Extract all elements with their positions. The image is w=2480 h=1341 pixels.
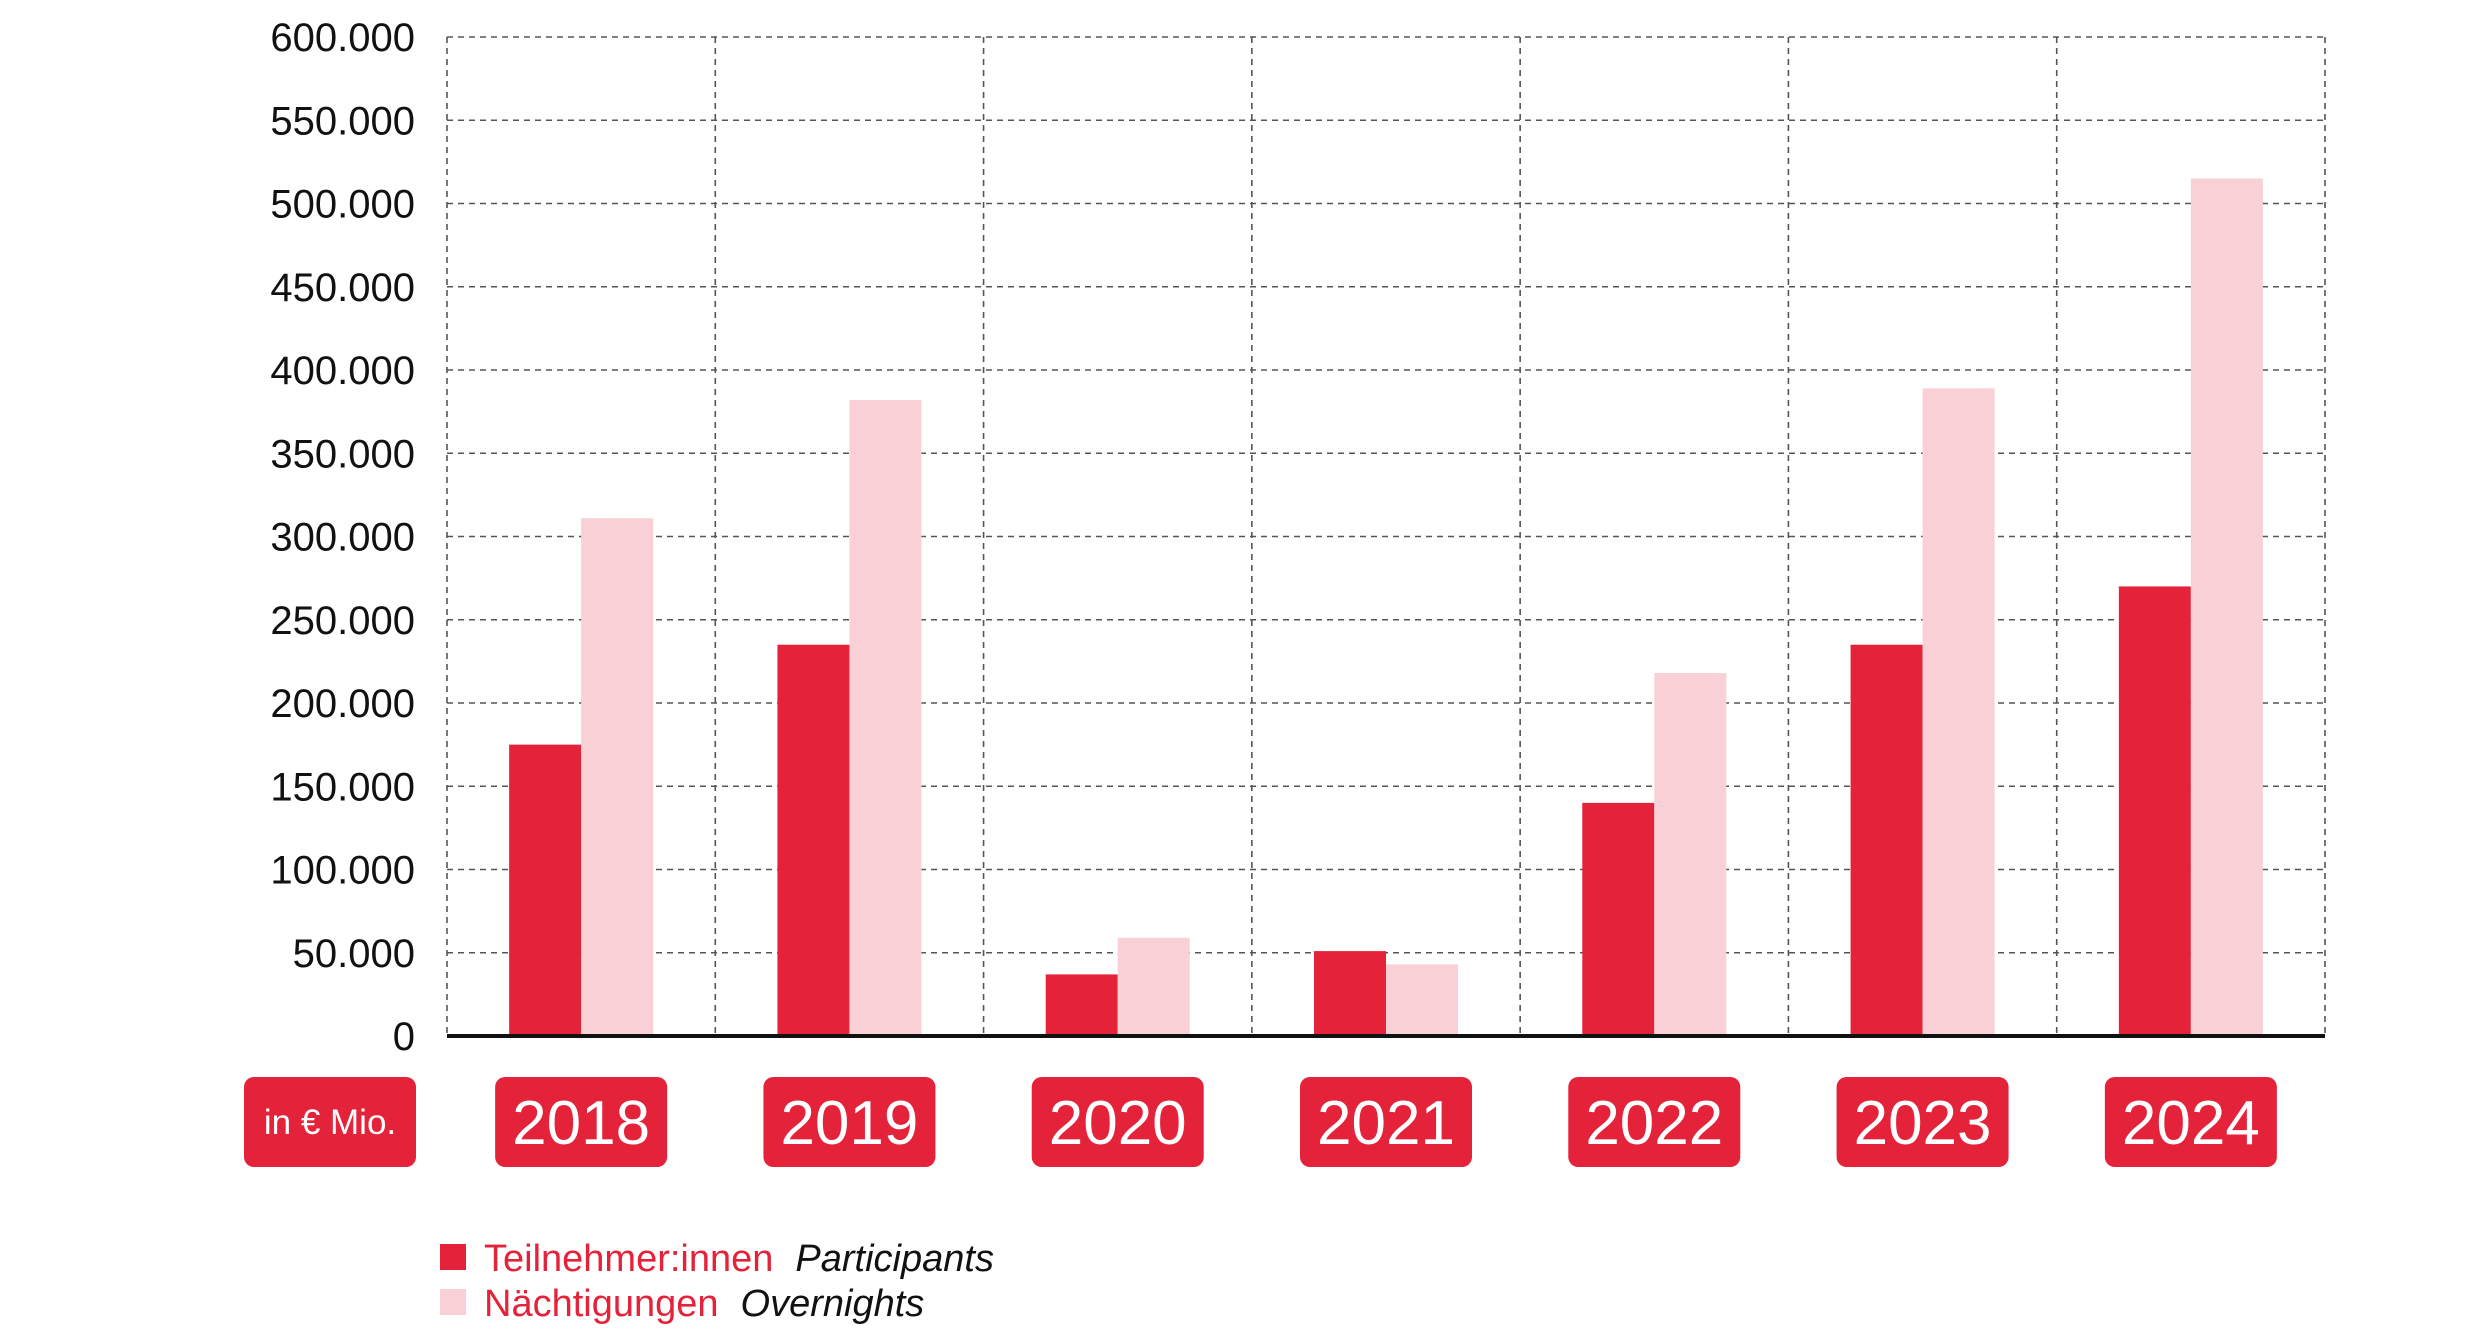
year-badge	[1836, 1077, 2009, 1167]
x-tick-label: 2024	[2122, 1089, 2260, 1158]
y-tick-label: 450.000	[270, 266, 415, 310]
y-tick-label: 150.000	[270, 765, 415, 809]
bar-overnights-2021	[1386, 964, 1458, 1036]
legend-label-en: Overnights	[741, 1283, 925, 1325]
year-badge	[1031, 1077, 1204, 1167]
y-tick-label: 350.000	[270, 432, 415, 476]
year-badge	[495, 1077, 668, 1167]
x-tick-label: 2020	[1049, 1089, 1187, 1158]
year-badge	[1568, 1077, 1741, 1167]
y-tick-label: 600.000	[270, 16, 415, 60]
x-tick-label: 2023	[1854, 1089, 1992, 1158]
bars	[509, 178, 2263, 1037]
y-tick-label: 50.000	[293, 932, 415, 976]
legend-label-de: Nächtigungen	[484, 1283, 719, 1325]
axes: 0 50.000 100.000 150.000 200.000 250.000 300.0…	[270, 16, 2325, 1059]
year-badge	[2104, 1077, 2277, 1167]
bar-overnights-2023	[1922, 388, 1995, 1036]
bar-participants-2019	[777, 644, 850, 1036]
y-tick-label: 400.000	[270, 349, 415, 393]
legend-swatch	[440, 1244, 466, 1270]
y-tick-label: 250.000	[270, 599, 415, 643]
year-badge	[1300, 1077, 1472, 1167]
bar-participants-2020	[1045, 974, 1118, 1036]
legend-swatch	[440, 1289, 466, 1315]
y-tick-label: 0	[393, 1015, 415, 1059]
y-tick-label: 300.000	[270, 516, 415, 560]
bar-overnights-2019	[849, 399, 922, 1037]
bar-overnights-2024	[2190, 178, 2263, 1036]
category-labels: 2018 2019 2020 2021 2022 2023 2024 in € Mio.	[244, 1077, 2277, 1167]
y-tick-label: 100.000	[270, 849, 415, 893]
unit-badge	[244, 1077, 416, 1167]
y-tick-label: 200.000	[270, 682, 415, 726]
legend: Teilnehmer:innen Participants Nächtigungen…	[440, 1238, 994, 1325]
bar-participants-2018	[509, 744, 582, 1036]
year-badge	[763, 1077, 936, 1167]
grid-lines	[446, 36, 2326, 1036]
legend-label-de: Teilnehmer:innen	[484, 1238, 773, 1280]
unit-label: in € Mio.	[264, 1103, 396, 1142]
bar-participants-2022	[1582, 802, 1655, 1036]
bar-overnights-2018	[581, 518, 654, 1036]
x-tick-label: 2019	[780, 1089, 918, 1158]
legend-label-en: Participants	[795, 1238, 994, 1280]
x-tick-label: 2022	[1585, 1089, 1723, 1158]
y-tick-label: 550.000	[270, 99, 415, 143]
y-tick-label: 500.000	[270, 183, 415, 227]
x-tick-label: 2018	[512, 1089, 650, 1158]
bar-participants-2024	[2118, 586, 2191, 1036]
bar-participants-2023	[1850, 644, 1923, 1036]
x-tick-label: 2021	[1317, 1089, 1455, 1158]
bar-overnights-2022	[1654, 673, 1727, 1036]
bar-participants-2021	[1314, 951, 1386, 1036]
bar-overnights-2020	[1117, 937, 1190, 1036]
